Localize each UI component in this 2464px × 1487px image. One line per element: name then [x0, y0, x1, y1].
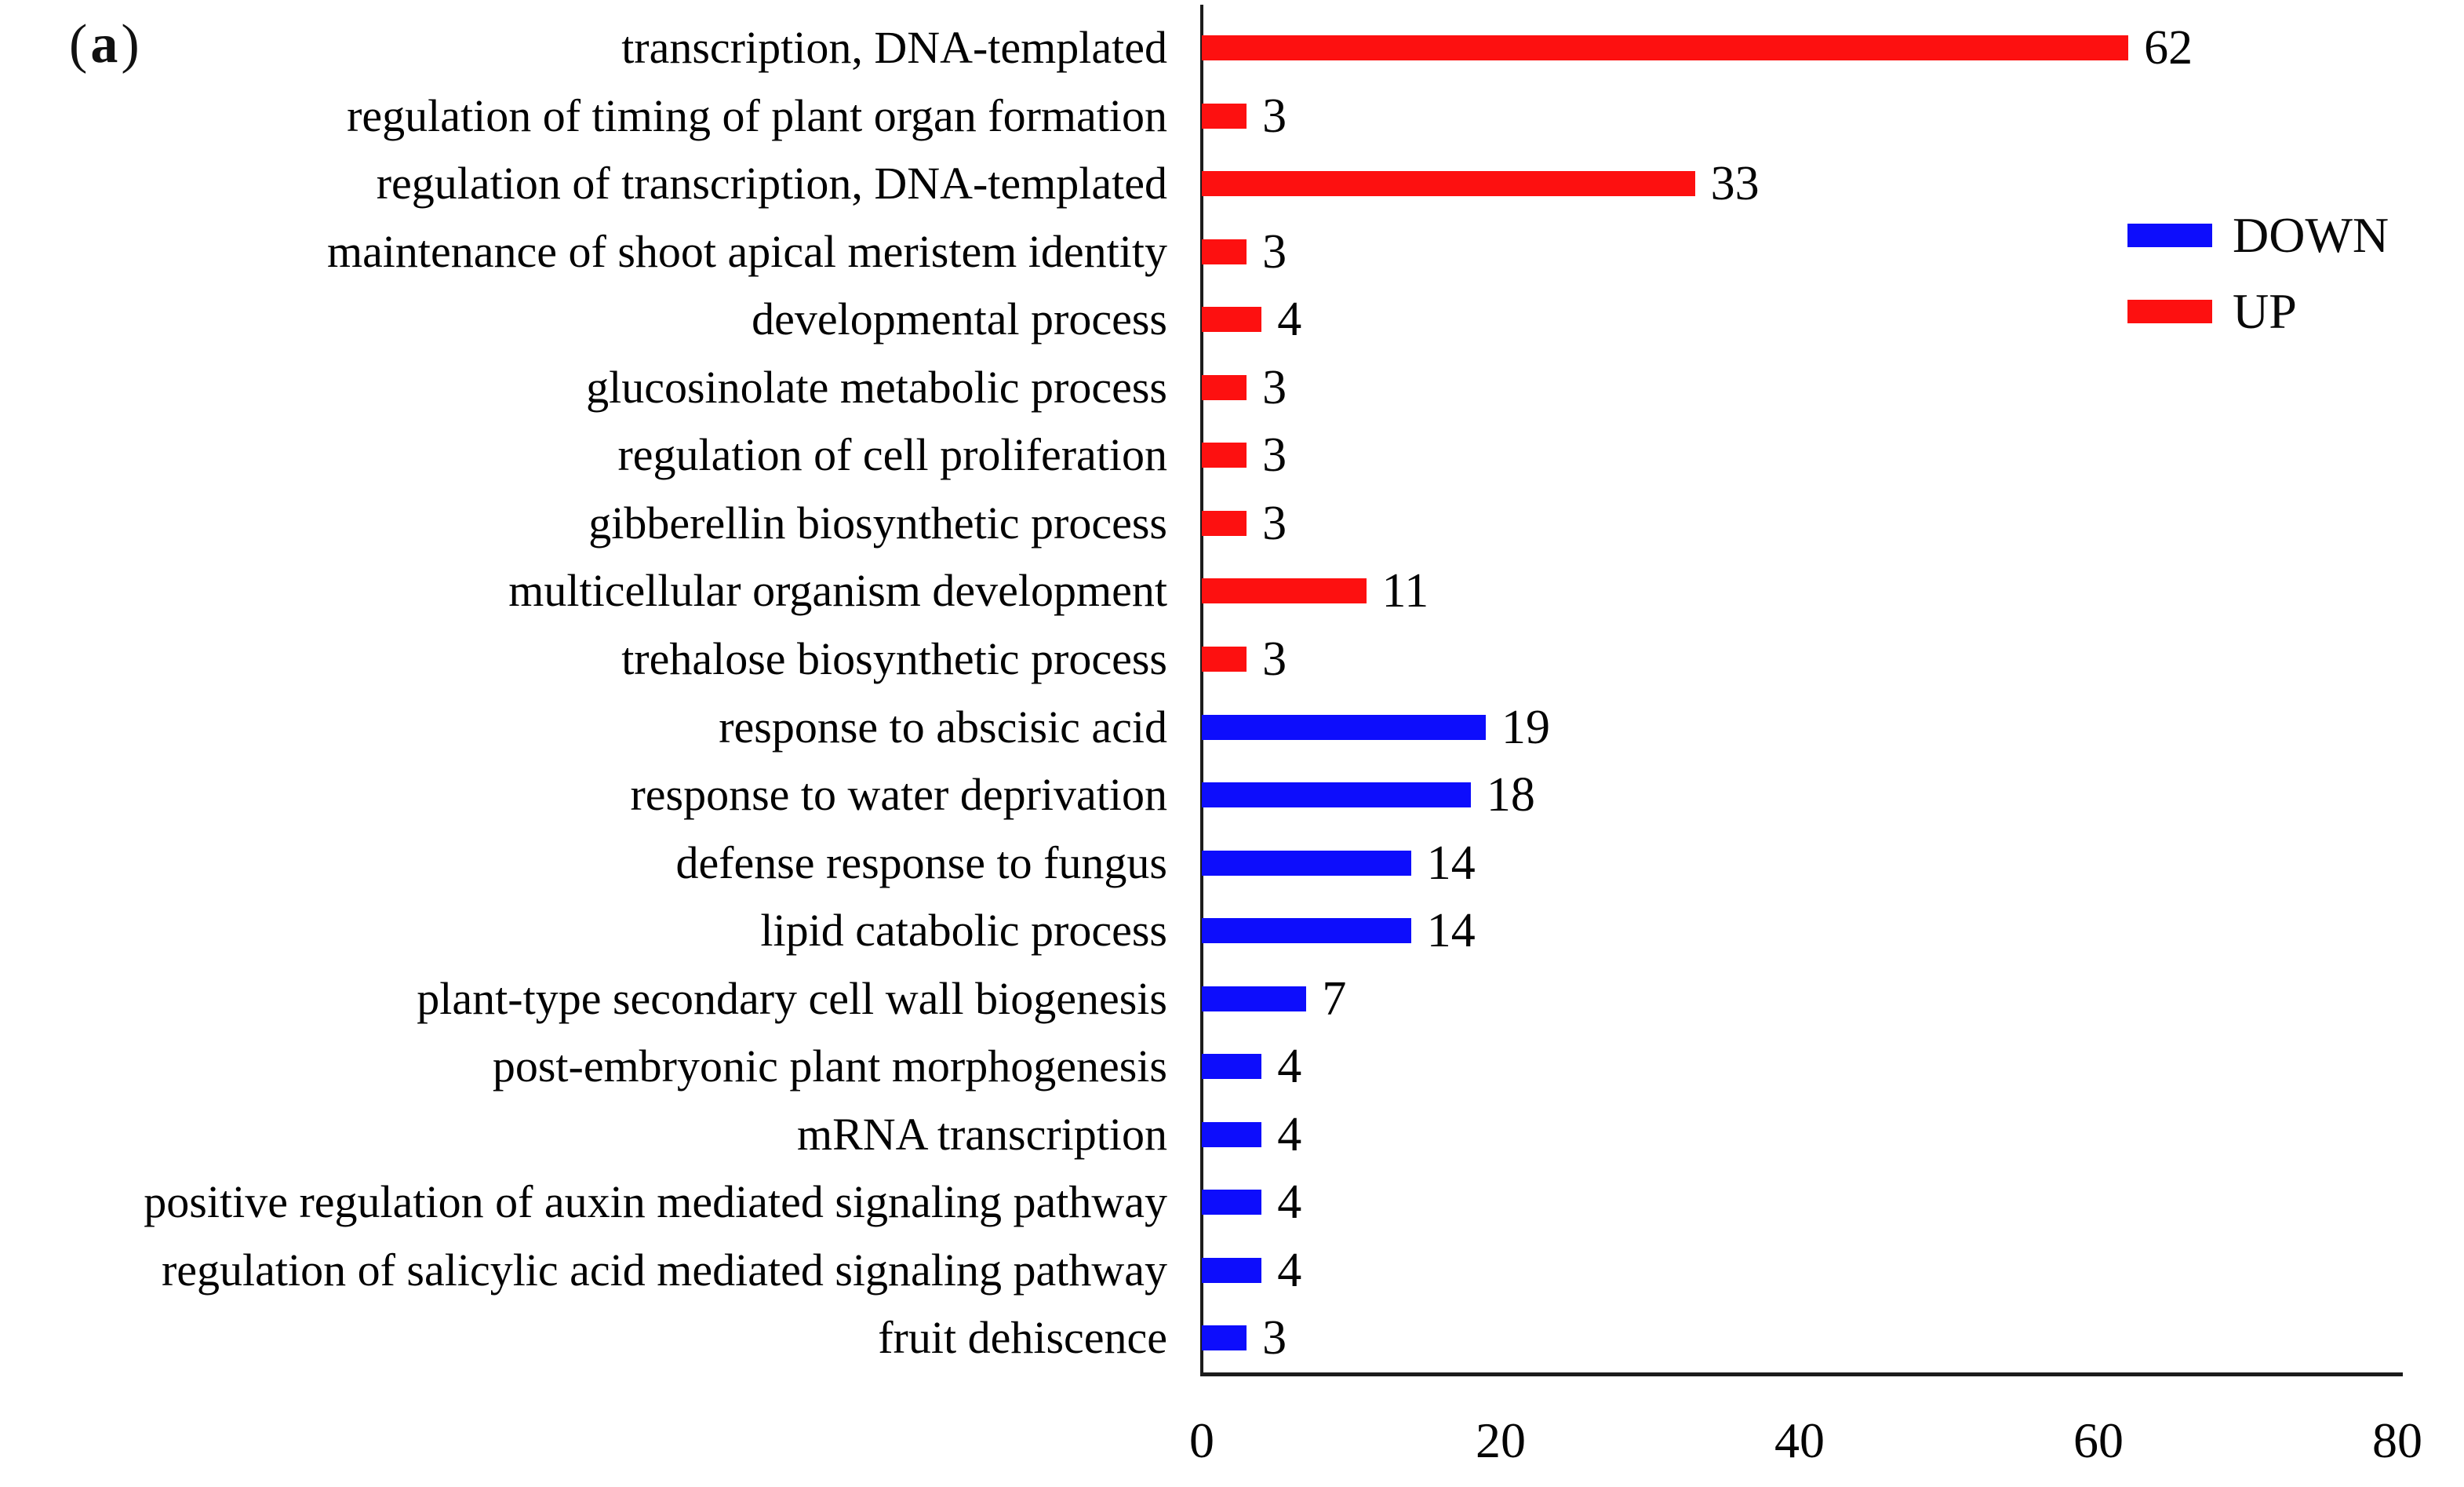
legend-item-up: UP — [2127, 284, 2297, 339]
bar-down — [1202, 714, 1486, 740]
category-label: positive regulation of auxin mediated si… — [144, 1176, 1167, 1228]
bar-up — [1202, 374, 1247, 400]
category-label: fruit dehiscence — [878, 1312, 1167, 1364]
category-label: glucosinolate metabolic process — [586, 361, 1167, 413]
x-tick-label: 40 — [1774, 1412, 1825, 1468]
category-label: regulation of cell proliferation — [617, 429, 1167, 481]
value-label: 7 — [1322, 971, 1347, 1026]
value-label: 14 — [1426, 904, 1476, 958]
bar-down — [1202, 986, 1306, 1011]
bar-up — [1202, 103, 1247, 129]
value-label: 3 — [1262, 224, 1287, 279]
bar-down — [1202, 1054, 1261, 1080]
bar-down — [1202, 1121, 1261, 1147]
category-label: trehalose biosynthetic process — [621, 632, 1167, 684]
legend-item-down: DOWN — [2127, 208, 2389, 263]
category-label: lipid catabolic process — [760, 905, 1167, 957]
value-label: 3 — [1262, 1311, 1287, 1365]
bar-up — [1202, 646, 1247, 672]
x-tick-label: 80 — [2372, 1412, 2422, 1468]
bar-up — [1202, 510, 1247, 536]
category-label: multicellular organism development — [508, 565, 1167, 617]
value-label: 62 — [2144, 21, 2193, 75]
bar-up — [1202, 35, 2128, 60]
category-label: response to abscisic acid — [719, 701, 1167, 753]
category-label: regulation of salicylic acid mediated si… — [161, 1244, 1167, 1296]
panel-label: (a) — [69, 14, 143, 75]
x-tick-label: 60 — [2073, 1412, 2124, 1468]
value-label: 4 — [1277, 1243, 1302, 1297]
value-label: 3 — [1262, 632, 1287, 686]
category-label: maintenance of shoot apical meristem ide… — [326, 225, 1167, 277]
category-label: mRNA transcription — [796, 1108, 1167, 1160]
bar-down — [1202, 1325, 1247, 1351]
value-label: 4 — [1277, 1175, 1302, 1230]
legend-label: DOWN — [2233, 207, 2389, 263]
value-label: 11 — [1381, 564, 1429, 618]
panel-letter: a — [90, 14, 122, 75]
category-label: defense response to fungus — [675, 836, 1167, 888]
bar-down — [1202, 850, 1411, 876]
bar-down — [1202, 1257, 1261, 1283]
category-label: developmental process — [752, 293, 1167, 345]
category-label: transcription, DNA-templated — [621, 22, 1167, 73]
panel-close-paren: ) — [121, 14, 143, 75]
value-label: 4 — [1277, 1040, 1302, 1094]
category-label: regulation of timing of plant organ form… — [347, 89, 1167, 141]
bar-down — [1202, 918, 1411, 944]
bar-up — [1202, 443, 1247, 468]
x-tick-label: 0 — [1189, 1412, 1214, 1468]
value-label: 4 — [1277, 293, 1302, 347]
x-axis-line — [1200, 1372, 2403, 1376]
category-label: gibberellin biosynthetic process — [588, 497, 1167, 549]
bar-down — [1202, 1190, 1261, 1215]
category-label: plant-type secondary cell wall biogenesi… — [417, 972, 1167, 1024]
y-axis-line — [1200, 5, 1203, 1376]
value-label: 4 — [1277, 1107, 1302, 1161]
category-label: response to water deprivation — [630, 769, 1167, 821]
bar-up — [1202, 307, 1261, 333]
bar-up — [1202, 239, 1247, 264]
value-label: 3 — [1262, 89, 1287, 143]
legend-swatch-up — [2127, 300, 2212, 323]
value-label: 3 — [1262, 360, 1287, 414]
bar-down — [1202, 782, 1471, 808]
panel-open-paren: ( — [69, 14, 91, 75]
value-label: 33 — [1710, 157, 1760, 211]
legend-swatch-down — [2127, 224, 2212, 247]
value-label: 18 — [1486, 768, 1535, 822]
category-label: post-embryonic plant morphogenesis — [492, 1041, 1167, 1092]
value-label: 3 — [1262, 496, 1287, 550]
value-label: 14 — [1426, 836, 1476, 890]
x-tick-label: 20 — [1476, 1412, 1526, 1468]
category-label: regulation of transcription, DNA-templat… — [376, 158, 1167, 210]
legend-label: UP — [2233, 283, 2297, 339]
value-label: 3 — [1262, 428, 1287, 483]
bar-up — [1202, 171, 1695, 197]
value-label: 19 — [1501, 700, 1550, 754]
bar-up — [1202, 578, 1367, 604]
